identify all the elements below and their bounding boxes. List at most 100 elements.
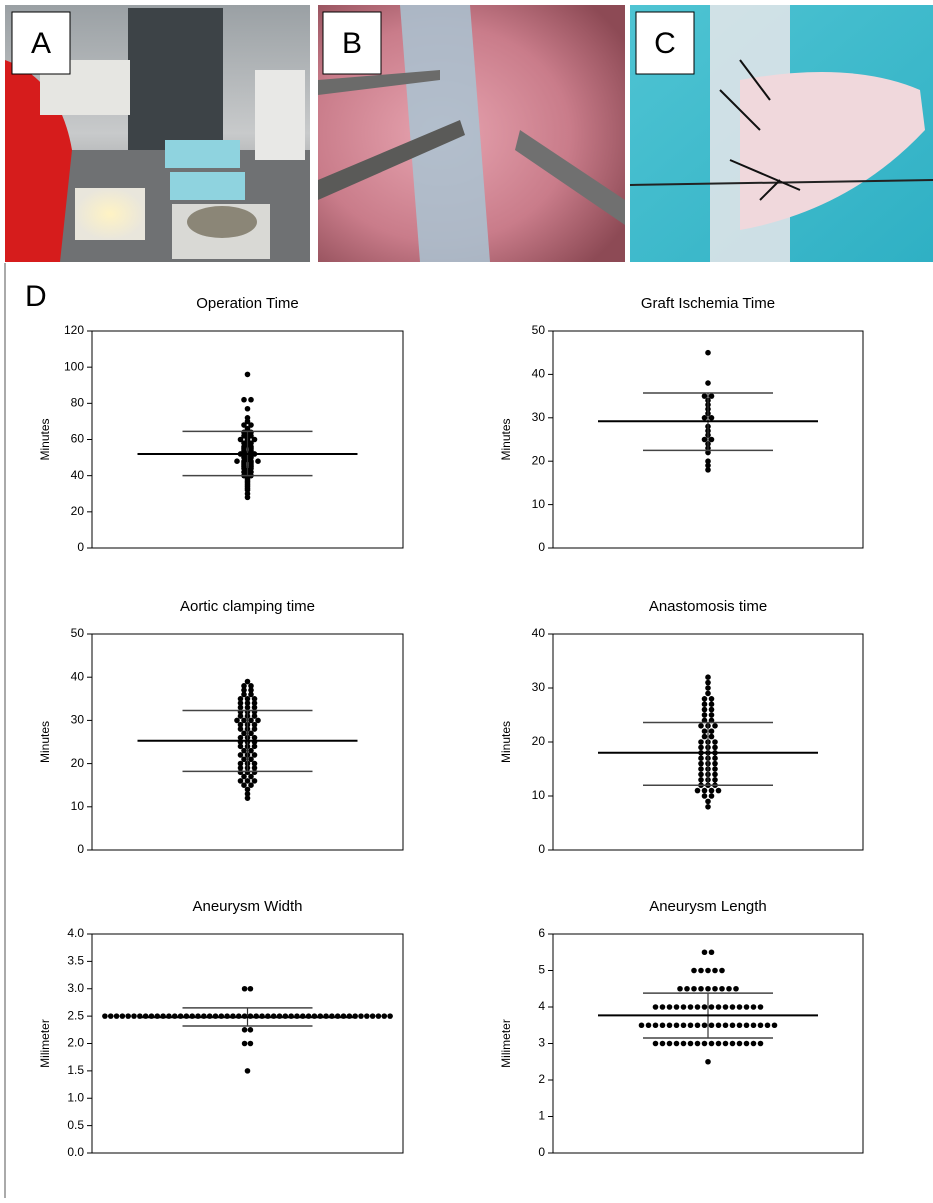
- data-dot: [722, 1040, 729, 1047]
- data-dot: [705, 674, 711, 680]
- y-axis-label: Minutes: [499, 721, 513, 763]
- data-dot: [673, 1004, 680, 1010]
- y-tick-label: 3.0: [67, 981, 84, 995]
- panel-labels: A B C D: [4, 11, 695, 1198]
- data-dot: [244, 791, 251, 797]
- data-dot: [244, 371, 251, 378]
- y-tick-label: 0: [77, 540, 84, 554]
- data-dot: [712, 777, 718, 783]
- data-dot: [715, 1004, 722, 1010]
- y-tick-label: 10: [71, 799, 85, 813]
- data-dot: [241, 396, 247, 403]
- y-tick-label: 50: [71, 626, 85, 640]
- data-dot: [241, 683, 247, 689]
- data-dot: [237, 778, 244, 784]
- data-dot: [750, 1022, 757, 1029]
- chart-title: Graft Ischemia Time: [641, 295, 775, 312]
- y-tick-label: 6: [538, 926, 545, 940]
- data-dot: [698, 985, 704, 992]
- data-dot: [659, 1022, 666, 1029]
- data-dot: [691, 985, 697, 992]
- data-dot: [244, 778, 251, 784]
- data-dot: [673, 1022, 680, 1029]
- data-dot: [244, 678, 251, 685]
- plot-frame: [91, 633, 404, 851]
- data-dot: [701, 1040, 708, 1047]
- photo-a: [5, 5, 310, 262]
- data-dot: [251, 734, 258, 741]
- data-dot: [687, 1004, 694, 1010]
- data-dot: [757, 1022, 764, 1029]
- data-dot: [694, 1004, 701, 1010]
- data-dot: [708, 1022, 715, 1029]
- data-dot: [131, 1013, 137, 1019]
- data-dot: [687, 1040, 694, 1047]
- data-dot: [680, 1004, 687, 1010]
- data-dot: [722, 1022, 729, 1029]
- label-box: [11, 11, 71, 75]
- data-dot: [701, 436, 708, 443]
- data-dot: [701, 393, 708, 399]
- data-dot: [736, 1004, 743, 1010]
- data-dot: [241, 422, 247, 428]
- data-dot: [684, 985, 690, 992]
- data-dot: [666, 1022, 673, 1029]
- data-dot: [701, 793, 708, 799]
- data-dot: [705, 462, 711, 469]
- data-dot: [715, 1022, 722, 1029]
- data-dot: [705, 685, 711, 691]
- data-dot: [698, 777, 704, 783]
- y-axis-label: Minutes: [38, 721, 52, 763]
- data-dot: [701, 717, 708, 724]
- plot-frame: [91, 933, 404, 1154]
- data-dot: [701, 787, 708, 794]
- data-dot: [244, 405, 251, 412]
- data-dot: [251, 726, 258, 732]
- data-dot: [722, 1004, 729, 1010]
- data-dot: [715, 1040, 722, 1047]
- y-tick-label: 20: [532, 734, 546, 748]
- data-dot: [701, 706, 708, 713]
- data-dot: [251, 436, 258, 443]
- y-tick-label: 2.5: [67, 1008, 84, 1022]
- data-dot: [358, 1013, 364, 1019]
- data-dot: [698, 739, 704, 745]
- data-dot: [237, 436, 244, 443]
- data-dot: [705, 467, 711, 473]
- y-tick-label: 0.5: [67, 1118, 84, 1132]
- data-dot: [708, 712, 715, 718]
- data-dot: [237, 760, 244, 767]
- data-dot: [234, 458, 240, 465]
- data-dot: [757, 1004, 764, 1010]
- data-dot: [708, 949, 715, 956]
- data-dot: [701, 1004, 708, 1010]
- data-dot: [241, 691, 247, 698]
- data-dot: [708, 717, 715, 724]
- data-dot: [237, 734, 244, 741]
- data-dot: [705, 458, 711, 465]
- data-dot: [659, 1040, 666, 1047]
- data-dot: [251, 696, 258, 702]
- chart-title: Operation Time: [196, 295, 299, 312]
- y-tick-label: 40: [71, 468, 85, 482]
- panel-label: B: [342, 27, 362, 60]
- data-dot: [251, 778, 258, 784]
- data-dot: [715, 787, 722, 794]
- y-tick-label: 3.5: [67, 954, 84, 968]
- data-dot: [712, 723, 718, 729]
- data-dot: [708, 415, 715, 421]
- data-dot: [248, 691, 254, 698]
- data-dot: [719, 985, 725, 992]
- data-dot: [645, 1022, 652, 1029]
- data-dot: [701, 728, 708, 734]
- data-dot: [712, 755, 718, 761]
- data-dot: [102, 1013, 108, 1019]
- data-dot: [251, 721, 258, 728]
- data-dot: [241, 717, 247, 724]
- data-dot: [750, 1040, 757, 1047]
- y-axis-label: Milimeter: [38, 1019, 52, 1068]
- data-dot: [237, 765, 244, 771]
- y-tick-label: 20: [71, 504, 85, 518]
- data-dot: [708, 793, 715, 799]
